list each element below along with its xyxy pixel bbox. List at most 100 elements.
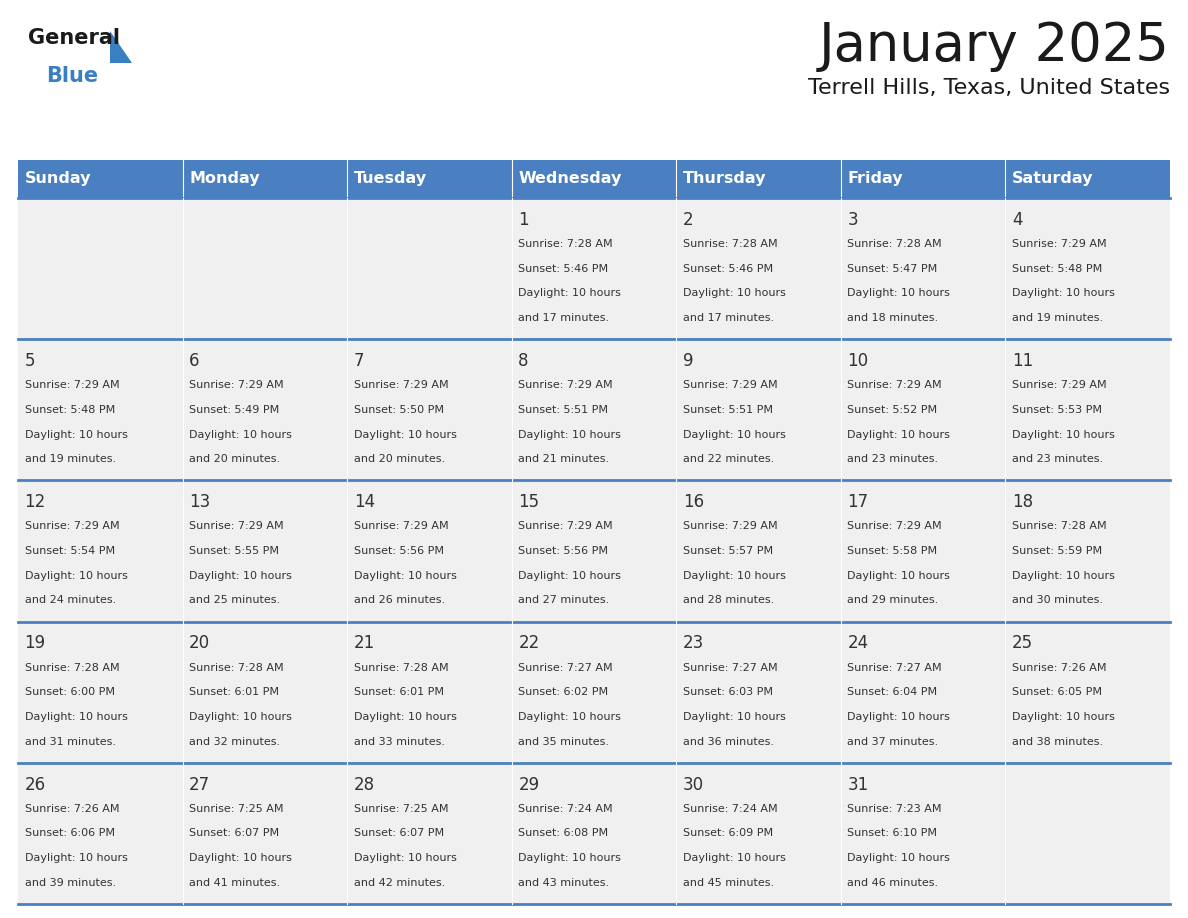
Text: Sunrise: 7:29 AM: Sunrise: 7:29 AM	[354, 521, 448, 532]
Text: Sunrise: 7:27 AM: Sunrise: 7:27 AM	[847, 663, 942, 673]
Text: and 31 minutes.: and 31 minutes.	[25, 736, 115, 746]
Text: Daylight: 10 hours: Daylight: 10 hours	[518, 571, 621, 581]
Text: Sunset: 5:51 PM: Sunset: 5:51 PM	[683, 405, 773, 415]
Text: Sunrise: 7:27 AM: Sunrise: 7:27 AM	[683, 663, 777, 673]
Text: 17: 17	[847, 493, 868, 511]
Bar	[18, 621, 1170, 763]
Text: 26: 26	[25, 776, 45, 793]
Text: Daylight: 10 hours: Daylight: 10 hours	[683, 853, 785, 863]
Text: Sunrise: 7:27 AM: Sunrise: 7:27 AM	[518, 663, 613, 673]
Text: and 42 minutes.: and 42 minutes.	[354, 878, 446, 888]
Text: Sunset: 6:00 PM: Sunset: 6:00 PM	[25, 688, 114, 698]
Text: Sunrise: 7:28 AM: Sunrise: 7:28 AM	[1012, 521, 1107, 532]
Text: Sunrise: 7:29 AM: Sunrise: 7:29 AM	[683, 380, 777, 390]
Text: and 36 minutes.: and 36 minutes.	[683, 736, 773, 746]
Text: and 20 minutes.: and 20 minutes.	[189, 454, 280, 465]
Text: 7: 7	[354, 352, 365, 370]
Text: Daylight: 10 hours: Daylight: 10 hours	[1012, 571, 1114, 581]
Text: Saturday: Saturday	[1012, 172, 1093, 186]
Text: Sunrise: 7:29 AM: Sunrise: 7:29 AM	[683, 521, 777, 532]
Text: Sunset: 6:04 PM: Sunset: 6:04 PM	[847, 688, 937, 698]
Text: Daylight: 10 hours: Daylight: 10 hours	[189, 853, 292, 863]
Text: and 38 minutes.: and 38 minutes.	[1012, 736, 1104, 746]
Text: and 28 minutes.: and 28 minutes.	[683, 596, 775, 606]
Text: Sunset: 6:07 PM: Sunset: 6:07 PM	[189, 828, 279, 838]
Text: Sunset: 5:56 PM: Sunset: 5:56 PM	[354, 546, 444, 556]
Text: 10: 10	[847, 352, 868, 370]
Text: Daylight: 10 hours: Daylight: 10 hours	[1012, 712, 1114, 722]
Text: Sunset: 5:54 PM: Sunset: 5:54 PM	[25, 546, 115, 556]
Text: Sunrise: 7:25 AM: Sunrise: 7:25 AM	[189, 804, 284, 813]
Text: 12: 12	[25, 493, 46, 511]
Text: Sunset: 5:46 PM: Sunset: 5:46 PM	[683, 263, 773, 274]
Text: Sunrise: 7:28 AM: Sunrise: 7:28 AM	[189, 663, 284, 673]
Text: Daylight: 10 hours: Daylight: 10 hours	[354, 571, 456, 581]
Polygon shape	[110, 31, 132, 63]
Text: Sunrise: 7:29 AM: Sunrise: 7:29 AM	[1012, 239, 1107, 249]
Text: and 37 minutes.: and 37 minutes.	[847, 736, 939, 746]
Text: Sunrise: 7:29 AM: Sunrise: 7:29 AM	[518, 521, 613, 532]
Text: Sunrise: 7:29 AM: Sunrise: 7:29 AM	[847, 380, 942, 390]
Text: Sunset: 5:52 PM: Sunset: 5:52 PM	[847, 405, 937, 415]
Text: and 17 minutes.: and 17 minutes.	[518, 313, 609, 323]
Text: and 43 minutes.: and 43 minutes.	[518, 878, 609, 888]
Text: 5: 5	[25, 352, 36, 370]
Text: Daylight: 10 hours: Daylight: 10 hours	[683, 571, 785, 581]
Text: Daylight: 10 hours: Daylight: 10 hours	[847, 288, 950, 298]
Text: and 23 minutes.: and 23 minutes.	[847, 454, 939, 465]
Text: Sunset: 6:07 PM: Sunset: 6:07 PM	[354, 828, 444, 838]
Text: and 23 minutes.: and 23 minutes.	[1012, 454, 1104, 465]
Text: Daylight: 10 hours: Daylight: 10 hours	[683, 712, 785, 722]
Text: and 19 minutes.: and 19 minutes.	[1012, 313, 1104, 323]
Text: Sunrise: 7:29 AM: Sunrise: 7:29 AM	[189, 380, 284, 390]
Text: Sunset: 5:50 PM: Sunset: 5:50 PM	[354, 405, 444, 415]
Text: and 29 minutes.: and 29 minutes.	[847, 596, 939, 606]
Text: Daylight: 10 hours: Daylight: 10 hours	[354, 712, 456, 722]
Text: and 21 minutes.: and 21 minutes.	[518, 454, 609, 465]
Text: Sunrise: 7:29 AM: Sunrise: 7:29 AM	[847, 521, 942, 532]
Text: Sunset: 6:10 PM: Sunset: 6:10 PM	[847, 828, 937, 838]
Bar	[18, 160, 1170, 198]
Text: January 2025: January 2025	[819, 20, 1170, 72]
Text: and 45 minutes.: and 45 minutes.	[683, 878, 775, 888]
Text: and 39 minutes.: and 39 minutes.	[25, 878, 115, 888]
Text: Sunset: 5:56 PM: Sunset: 5:56 PM	[518, 546, 608, 556]
Text: Sunrise: 7:25 AM: Sunrise: 7:25 AM	[354, 804, 448, 813]
Text: Sunset: 5:48 PM: Sunset: 5:48 PM	[25, 405, 115, 415]
Text: 31: 31	[847, 776, 868, 793]
Text: Sunset: 5:49 PM: Sunset: 5:49 PM	[189, 405, 279, 415]
Text: Sunrise: 7:26 AM: Sunrise: 7:26 AM	[1012, 663, 1106, 673]
Text: Sunrise: 7:29 AM: Sunrise: 7:29 AM	[354, 380, 448, 390]
Text: 29: 29	[518, 776, 539, 793]
Text: 25: 25	[1012, 634, 1034, 653]
Text: Daylight: 10 hours: Daylight: 10 hours	[847, 853, 950, 863]
Text: Sunrise: 7:26 AM: Sunrise: 7:26 AM	[25, 804, 119, 813]
Text: 24: 24	[847, 634, 868, 653]
Text: Sunrise: 7:28 AM: Sunrise: 7:28 AM	[518, 239, 613, 249]
Text: and 18 minutes.: and 18 minutes.	[847, 313, 939, 323]
Text: 19: 19	[25, 634, 45, 653]
Text: Sunrise: 7:24 AM: Sunrise: 7:24 AM	[518, 804, 613, 813]
Text: and 17 minutes.: and 17 minutes.	[683, 313, 775, 323]
Text: Sunset: 6:08 PM: Sunset: 6:08 PM	[518, 828, 608, 838]
Text: Daylight: 10 hours: Daylight: 10 hours	[847, 712, 950, 722]
Text: Tuesday: Tuesday	[354, 172, 426, 186]
Text: Sunset: 5:59 PM: Sunset: 5:59 PM	[1012, 546, 1102, 556]
Bar	[18, 198, 1170, 339]
Text: 20: 20	[189, 634, 210, 653]
Text: and 27 minutes.: and 27 minutes.	[518, 596, 609, 606]
Text: 13: 13	[189, 493, 210, 511]
Text: 8: 8	[518, 352, 529, 370]
Text: Friday: Friday	[847, 172, 903, 186]
Text: 30: 30	[683, 776, 704, 793]
Text: Daylight: 10 hours: Daylight: 10 hours	[189, 430, 292, 440]
Text: 21: 21	[354, 634, 375, 653]
Text: Blue: Blue	[46, 66, 99, 86]
Text: and 32 minutes.: and 32 minutes.	[189, 736, 280, 746]
Text: 2: 2	[683, 211, 694, 229]
Text: 23: 23	[683, 634, 704, 653]
Text: Sunset: 6:06 PM: Sunset: 6:06 PM	[25, 828, 114, 838]
Bar	[18, 480, 1170, 621]
Text: 22: 22	[518, 634, 539, 653]
Text: Sunrise: 7:29 AM: Sunrise: 7:29 AM	[189, 521, 284, 532]
